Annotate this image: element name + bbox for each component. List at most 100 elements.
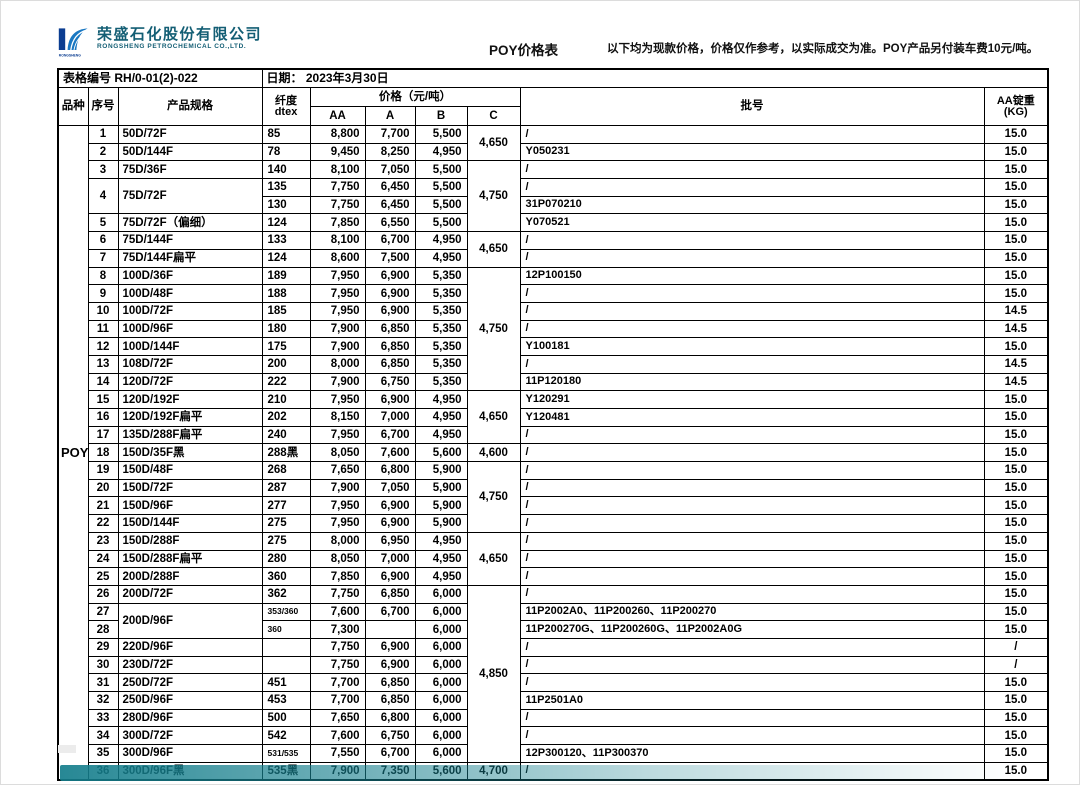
cell-price-b: 4,950 xyxy=(414,142,468,162)
cell-spec: 75D/72F xyxy=(117,178,263,215)
cell-spec: 120D/72F xyxy=(117,372,263,392)
cell-price-aa: 7,950 xyxy=(309,514,366,533)
cell-price-b: 6,000 xyxy=(414,620,468,639)
cell-price-a: 6,450 xyxy=(364,178,416,197)
cell-dtex: 180 xyxy=(261,319,311,339)
cell-price-aa: 7,650 xyxy=(309,708,366,728)
cell-seq: 17 xyxy=(87,425,119,445)
cell-price-a: 6,900 xyxy=(364,284,416,303)
cell-dtex: 453 xyxy=(261,691,311,710)
cell-seq: 31 xyxy=(87,673,119,692)
cell-spec: 100D/96F xyxy=(117,319,263,339)
price-table-body: POY 1 50D/72F 85 8,800 7,700 5,500 4,650/15.0 2 5… xyxy=(57,124,1049,781)
cell-price-b: 5,350 xyxy=(414,337,468,356)
cell-seq: 27 xyxy=(87,602,119,622)
cell-weight: 15.0 xyxy=(983,744,1049,763)
cell-price-aa: 7,950 xyxy=(309,390,366,409)
cell-dtex: 240 xyxy=(261,425,311,445)
cell-price-b: 5,500 xyxy=(414,195,468,215)
table-row: 16 120D/192F扁平 202 8,150 7,000 4,950 Y120481 15… xyxy=(58,408,1049,427)
table-row: 10 100D/72F 185 7,950 6,900 5,350 /14.5 xyxy=(58,301,1049,321)
cell-dtex: 189 xyxy=(261,266,311,286)
cell-price-aa: 7,950 xyxy=(309,496,366,516)
cell-weight: 15.0 xyxy=(983,496,1049,516)
cell-price-a: 6,850 xyxy=(364,337,416,356)
logo-micro-text: RONGSHENG xyxy=(59,53,81,57)
cell-weight: 15.0 xyxy=(983,425,1049,445)
cell-seq: 8 xyxy=(87,266,119,286)
cell-batch: / xyxy=(519,567,985,586)
cell-spec: 250D/96F xyxy=(117,691,263,710)
cell-price-a: 6,850 xyxy=(364,584,416,604)
cell-batch: / xyxy=(519,531,985,551)
cell-weight: 14.5 xyxy=(983,319,1049,339)
table-row: 8 100D/36F 189 7,950 6,900 5,350 4,750 12P10015… xyxy=(58,266,1049,392)
cell-price-aa: 7,900 xyxy=(309,319,366,339)
cell-price-a: 6,900 xyxy=(364,301,416,321)
cell-weight: / xyxy=(983,655,1049,675)
cell-seq: 24 xyxy=(87,549,119,569)
cell-seq: 12 xyxy=(87,337,119,356)
cell-price-aa: 7,300 xyxy=(309,620,366,639)
company-name-block: 荣盛石化股份有限公司 RONGSHENG PETROCHEMICAL CO.,L… xyxy=(97,26,262,51)
table-row: 6 75D/144F 133 8,100 6,700 4,950 4,650/15.0 xyxy=(58,231,1049,268)
price-notice: 以下均为现款价格，价格仅作参考，以实际成交为准。POY产品另付装车费10元/吨。 xyxy=(607,43,1039,55)
cell-weight: 15.0 xyxy=(983,567,1049,586)
cell-weight: 14.5 xyxy=(983,301,1049,321)
cell-spec: 280D/96F xyxy=(117,708,263,728)
table-row: 27 200D/96F 353/360 7,600 6,700 6,000 11P2002A… xyxy=(58,602,1049,639)
cell-price-aa: 7,700 xyxy=(309,673,366,692)
col-header-price-group: 价格（元/吨） xyxy=(309,87,521,107)
date-cell: 日期： 2023年3月30日 xyxy=(261,68,1049,88)
cell-batch: Y100181 xyxy=(519,337,985,356)
cell-weight: 15.0 xyxy=(983,390,1049,409)
cell-batch: / xyxy=(519,726,985,746)
cell-batch: 12P100150 xyxy=(519,266,985,286)
cell-price-c: 4,750 xyxy=(466,160,521,233)
cell-price-a: 6,850 xyxy=(364,319,416,339)
cell-price-b: 6,000 xyxy=(414,637,468,657)
table-row: 18 150D/35F黑 288黑 8,050 7,600 5,600 4,600/15.0 xyxy=(58,443,1049,463)
col-header-grade-b: B xyxy=(414,106,468,126)
table-row: 23 150D/288F 275 8,000 6,950 4,950 4,650/15.0 xyxy=(58,531,1049,586)
cell-weight: 15.0 xyxy=(983,125,1049,144)
cell-seq: 35 xyxy=(87,744,119,763)
cell-price-b: 5,600 xyxy=(414,443,468,463)
cell-dtex: 124 xyxy=(261,248,311,268)
table-row: 31 250D/72F 451 7,700 6,850 6,000 /15.0 xyxy=(58,673,1049,692)
cell-price-b: 5,900 xyxy=(414,461,468,480)
table-row: POY 1 50D/72F 85 8,800 7,700 5,500 4,650/15.0 xyxy=(57,124,1049,781)
cell-seq: 9 xyxy=(87,284,119,303)
cell-spec: 75D/144F扁平 xyxy=(117,248,263,268)
cell-seq: 10 xyxy=(87,301,119,321)
cell-seq: 14 xyxy=(87,372,119,392)
cell-price-b: 5,500 xyxy=(414,178,468,197)
cell-batch: 11P2501A0 xyxy=(519,691,985,710)
cell-price-a: 6,900 xyxy=(364,655,416,675)
cell-price-a: 6,850 xyxy=(364,354,416,374)
table-row: 14 120D/72F 222 7,900 6,750 5,350 11P120180 14.… xyxy=(58,372,1049,392)
cell-dtex xyxy=(261,655,311,675)
col-header-variety: 品种 xyxy=(57,87,89,126)
cell-price-a: 6,700 xyxy=(364,425,416,445)
cell-weight: 15.0 xyxy=(983,708,1049,728)
cell-dtex: 130 xyxy=(261,195,311,215)
cell-seq: 34 xyxy=(87,726,119,746)
cell-spec: 220D/96F xyxy=(117,637,263,657)
cell-seq: 15 xyxy=(87,390,119,409)
cell-price-a: 7,050 xyxy=(364,478,416,498)
cell-price-aa: 7,950 xyxy=(309,301,366,321)
form-number-value: RH/0-01(2)-022 xyxy=(114,71,198,86)
cell-price-aa: 8,800 xyxy=(309,125,366,144)
cell-dtex: 135 xyxy=(261,178,311,197)
cell-batch: / xyxy=(519,496,985,516)
cell-seq: 13 xyxy=(87,354,119,374)
cell-price-b: 5,500 xyxy=(414,125,468,144)
cell-spec: 230D/72F xyxy=(117,655,263,675)
table-row: 22 150D/144F 275 7,950 6,900 5,900 /15.0 xyxy=(58,514,1049,533)
cell-price-aa: 8,100 xyxy=(309,231,366,250)
cell-price-aa: 7,900 xyxy=(309,337,366,356)
cell-batch: / xyxy=(519,708,985,728)
cell-spec: 100D/36F xyxy=(117,266,263,286)
cell-weight: 15.0 xyxy=(983,549,1049,569)
